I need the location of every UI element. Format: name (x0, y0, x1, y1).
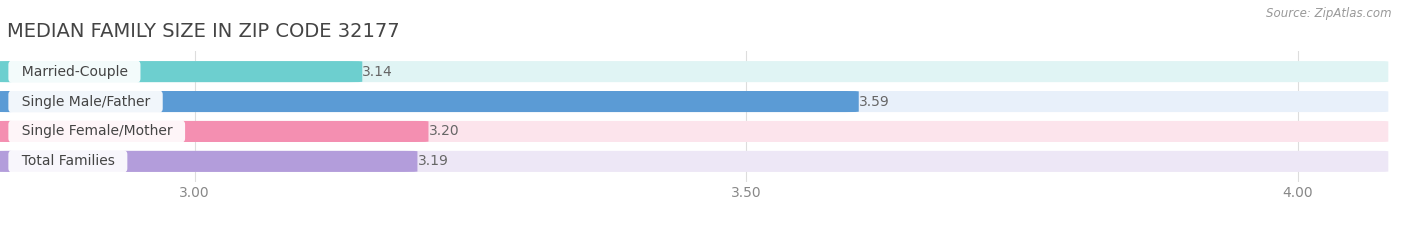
FancyBboxPatch shape (0, 121, 429, 142)
Text: MEDIAN FAMILY SIZE IN ZIP CODE 32177: MEDIAN FAMILY SIZE IN ZIP CODE 32177 (7, 22, 399, 41)
FancyBboxPatch shape (0, 151, 418, 172)
Text: 3.19: 3.19 (418, 154, 449, 168)
Text: Single Male/Father: Single Male/Father (13, 95, 159, 109)
Text: 3.14: 3.14 (363, 65, 394, 79)
FancyBboxPatch shape (0, 61, 363, 82)
FancyBboxPatch shape (0, 121, 1388, 142)
FancyBboxPatch shape (0, 91, 1388, 112)
Text: Source: ZipAtlas.com: Source: ZipAtlas.com (1267, 7, 1392, 20)
FancyBboxPatch shape (0, 151, 1388, 172)
Text: Single Female/Mother: Single Female/Mother (13, 124, 181, 138)
Text: 3.59: 3.59 (859, 95, 890, 109)
FancyBboxPatch shape (0, 61, 1388, 82)
Text: 3.20: 3.20 (429, 124, 460, 138)
Text: Total Families: Total Families (13, 154, 124, 168)
FancyBboxPatch shape (0, 91, 859, 112)
Text: Married-Couple: Married-Couple (13, 65, 136, 79)
